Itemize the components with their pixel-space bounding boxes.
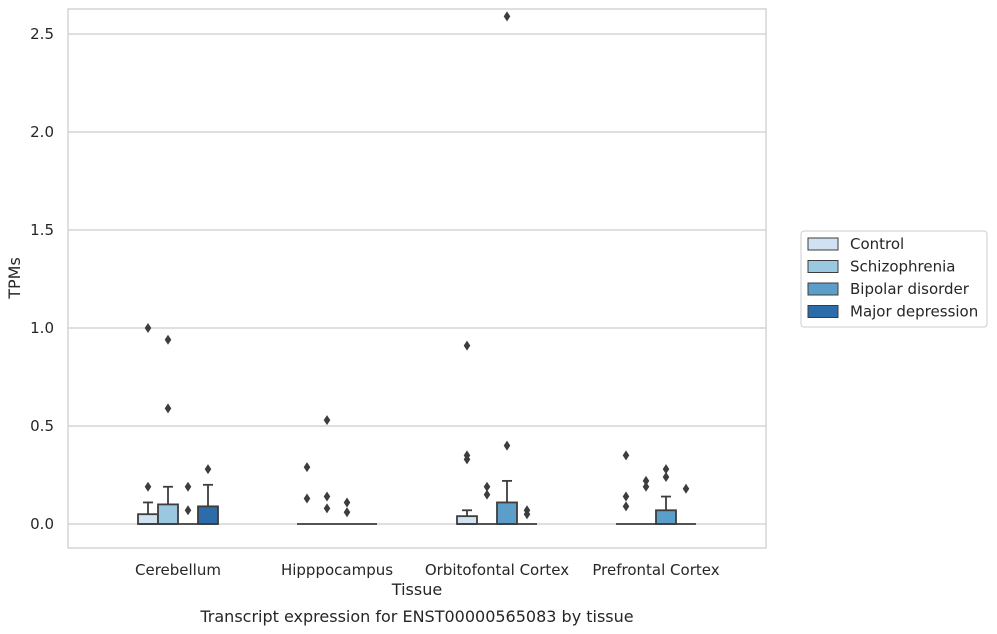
- outlier-point: [323, 491, 331, 502]
- legend-frame: [800, 230, 988, 328]
- x-tick-label: Prefrontal Cortex: [592, 561, 719, 579]
- x-tick-label: Orbitofontal Cortex: [425, 561, 569, 579]
- outlier-point: [503, 11, 511, 22]
- box-body: [157, 503, 179, 525]
- outlier-point: [164, 334, 172, 345]
- outlier-point: [523, 505, 531, 516]
- outlier-point: [483, 489, 491, 500]
- outlier-point: [662, 464, 670, 475]
- outlier-point: [622, 501, 630, 512]
- legend-item: Bipolar disorder: [807, 280, 970, 298]
- x-tick-label: Cerebellum: [135, 561, 221, 579]
- box-bipolar-disorder: [496, 479, 518, 525]
- legend-label: Control: [850, 235, 904, 253]
- legend-item: Major depression: [807, 303, 978, 321]
- legend-item: Schizophrenia: [807, 258, 955, 276]
- y-axis-ticks: 0.0 0.5 1.0 1.5 2.0 2.5: [30, 25, 54, 533]
- outlier-point: [144, 481, 152, 492]
- legend-label: Schizophrenia: [850, 258, 955, 276]
- plot-area-frame: [67, 8, 767, 549]
- outlier-point: [463, 340, 471, 351]
- legend-label: Major depression: [850, 303, 978, 321]
- y-tick-label: 2.5: [30, 25, 54, 43]
- outlier-point: [303, 462, 311, 473]
- outlier-point: [662, 471, 670, 482]
- chart-caption: Transcript expression for ENST0000056508…: [199, 607, 633, 626]
- legend-swatch: [807, 237, 839, 251]
- legend-item: Control: [807, 235, 904, 253]
- outlier-point: [204, 464, 212, 475]
- box-control: [137, 501, 159, 525]
- legend-label: Bipolar disorder: [850, 280, 970, 298]
- x-axis-ticks: Cerebellum Hipppocampus Orbitofontal Corte…: [135, 561, 720, 579]
- box-major-depression: [197, 483, 219, 525]
- x-tick-label: Hipppocampus: [281, 561, 393, 579]
- outliers: [144, 11, 690, 520]
- legend-items: Control Schizophrenia Bipolar disorder Majo…: [807, 235, 978, 321]
- outlier-point: [642, 481, 650, 492]
- y-axis-label: TPMs: [5, 257, 24, 300]
- outlier-point: [343, 497, 351, 508]
- outlier-point: [323, 503, 331, 514]
- outlier-point: [184, 481, 192, 492]
- outlier-point: [164, 403, 172, 414]
- box-body: [496, 501, 518, 525]
- box-body: [197, 505, 219, 525]
- boxes: [137, 479, 696, 525]
- y-tick-label: 1.5: [30, 221, 54, 239]
- outlier-point: [682, 483, 690, 494]
- outlier-point: [303, 493, 311, 504]
- y-tick-label: 2.0: [30, 123, 54, 141]
- box-bipolar-disorder: [655, 495, 677, 525]
- outlier-point: [483, 481, 491, 492]
- outlier-point: [323, 415, 331, 426]
- outlier-point: [503, 440, 511, 451]
- outlier-point: [343, 507, 351, 518]
- y-tick-label: 1.0: [30, 319, 54, 337]
- grid-lines: [68, 33, 766, 525]
- legend-swatch: [807, 260, 839, 273]
- x-axis-label: Tissue: [391, 580, 442, 599]
- outlier-point: [622, 491, 630, 502]
- box-body: [456, 515, 478, 525]
- legend-swatch: [807, 282, 839, 296]
- outlier-point: [463, 450, 471, 461]
- box-control: [456, 509, 478, 525]
- y-tick-label: 0.0: [30, 515, 54, 533]
- legend: Control Schizophrenia Bipolar disorder Majo…: [800, 230, 988, 328]
- box-body: [655, 509, 677, 525]
- legend-swatch: [807, 305, 839, 318]
- outlier-point: [144, 323, 152, 333]
- outlier-point: [622, 450, 630, 461]
- outlier-point: [184, 505, 192, 516]
- box-body: [137, 513, 159, 525]
- outlier-point: [642, 475, 650, 486]
- y-tick-label: 0.5: [30, 417, 54, 435]
- box-schizophrenia: [157, 485, 179, 525]
